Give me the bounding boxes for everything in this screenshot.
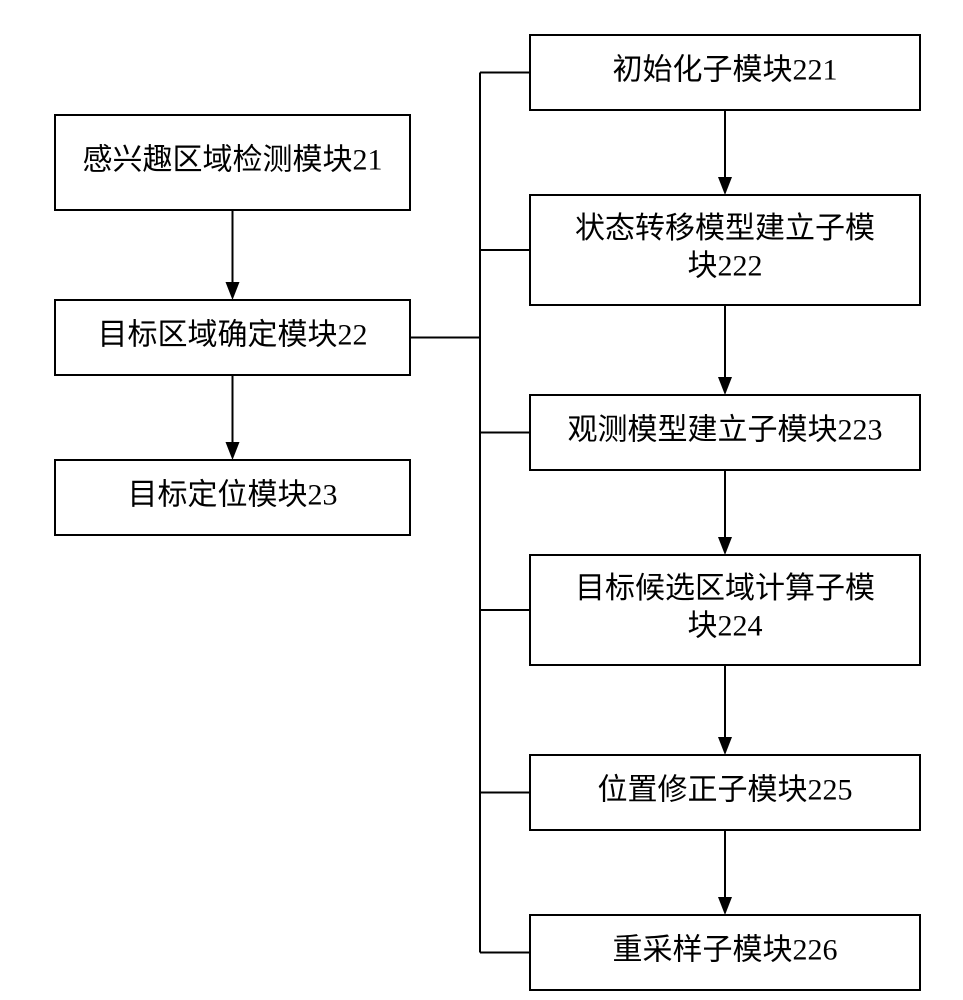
arrowhead — [226, 282, 240, 300]
submodule-s221-label: 初始化子模块221 — [613, 53, 838, 86]
arrowhead — [718, 737, 732, 755]
submodule-s222-label: 块222 — [688, 250, 763, 283]
submodule-s226-label: 重采样子模块226 — [613, 933, 838, 966]
arrowhead — [718, 177, 732, 195]
submodule-s224-label: 目标候选区域计算子模 — [575, 572, 875, 605]
module-m23-label: 目标定位模块23 — [128, 478, 338, 511]
submodule-s225-label: 位置修正子模块225 — [598, 773, 853, 806]
arrowhead — [718, 377, 732, 395]
arrowhead — [718, 537, 732, 555]
submodule-s223-label: 观测模型建立子模块223 — [568, 413, 883, 446]
submodule-s224-label: 块224 — [688, 610, 763, 643]
module-m21-label: 感兴趣区域检测模块21 — [83, 143, 383, 176]
arrowhead — [718, 897, 732, 915]
module-m22-label: 目标区域确定模块22 — [98, 318, 368, 351]
submodule-s222-label: 状态转移模型建立子模 — [575, 212, 875, 245]
arrowhead — [226, 442, 240, 460]
